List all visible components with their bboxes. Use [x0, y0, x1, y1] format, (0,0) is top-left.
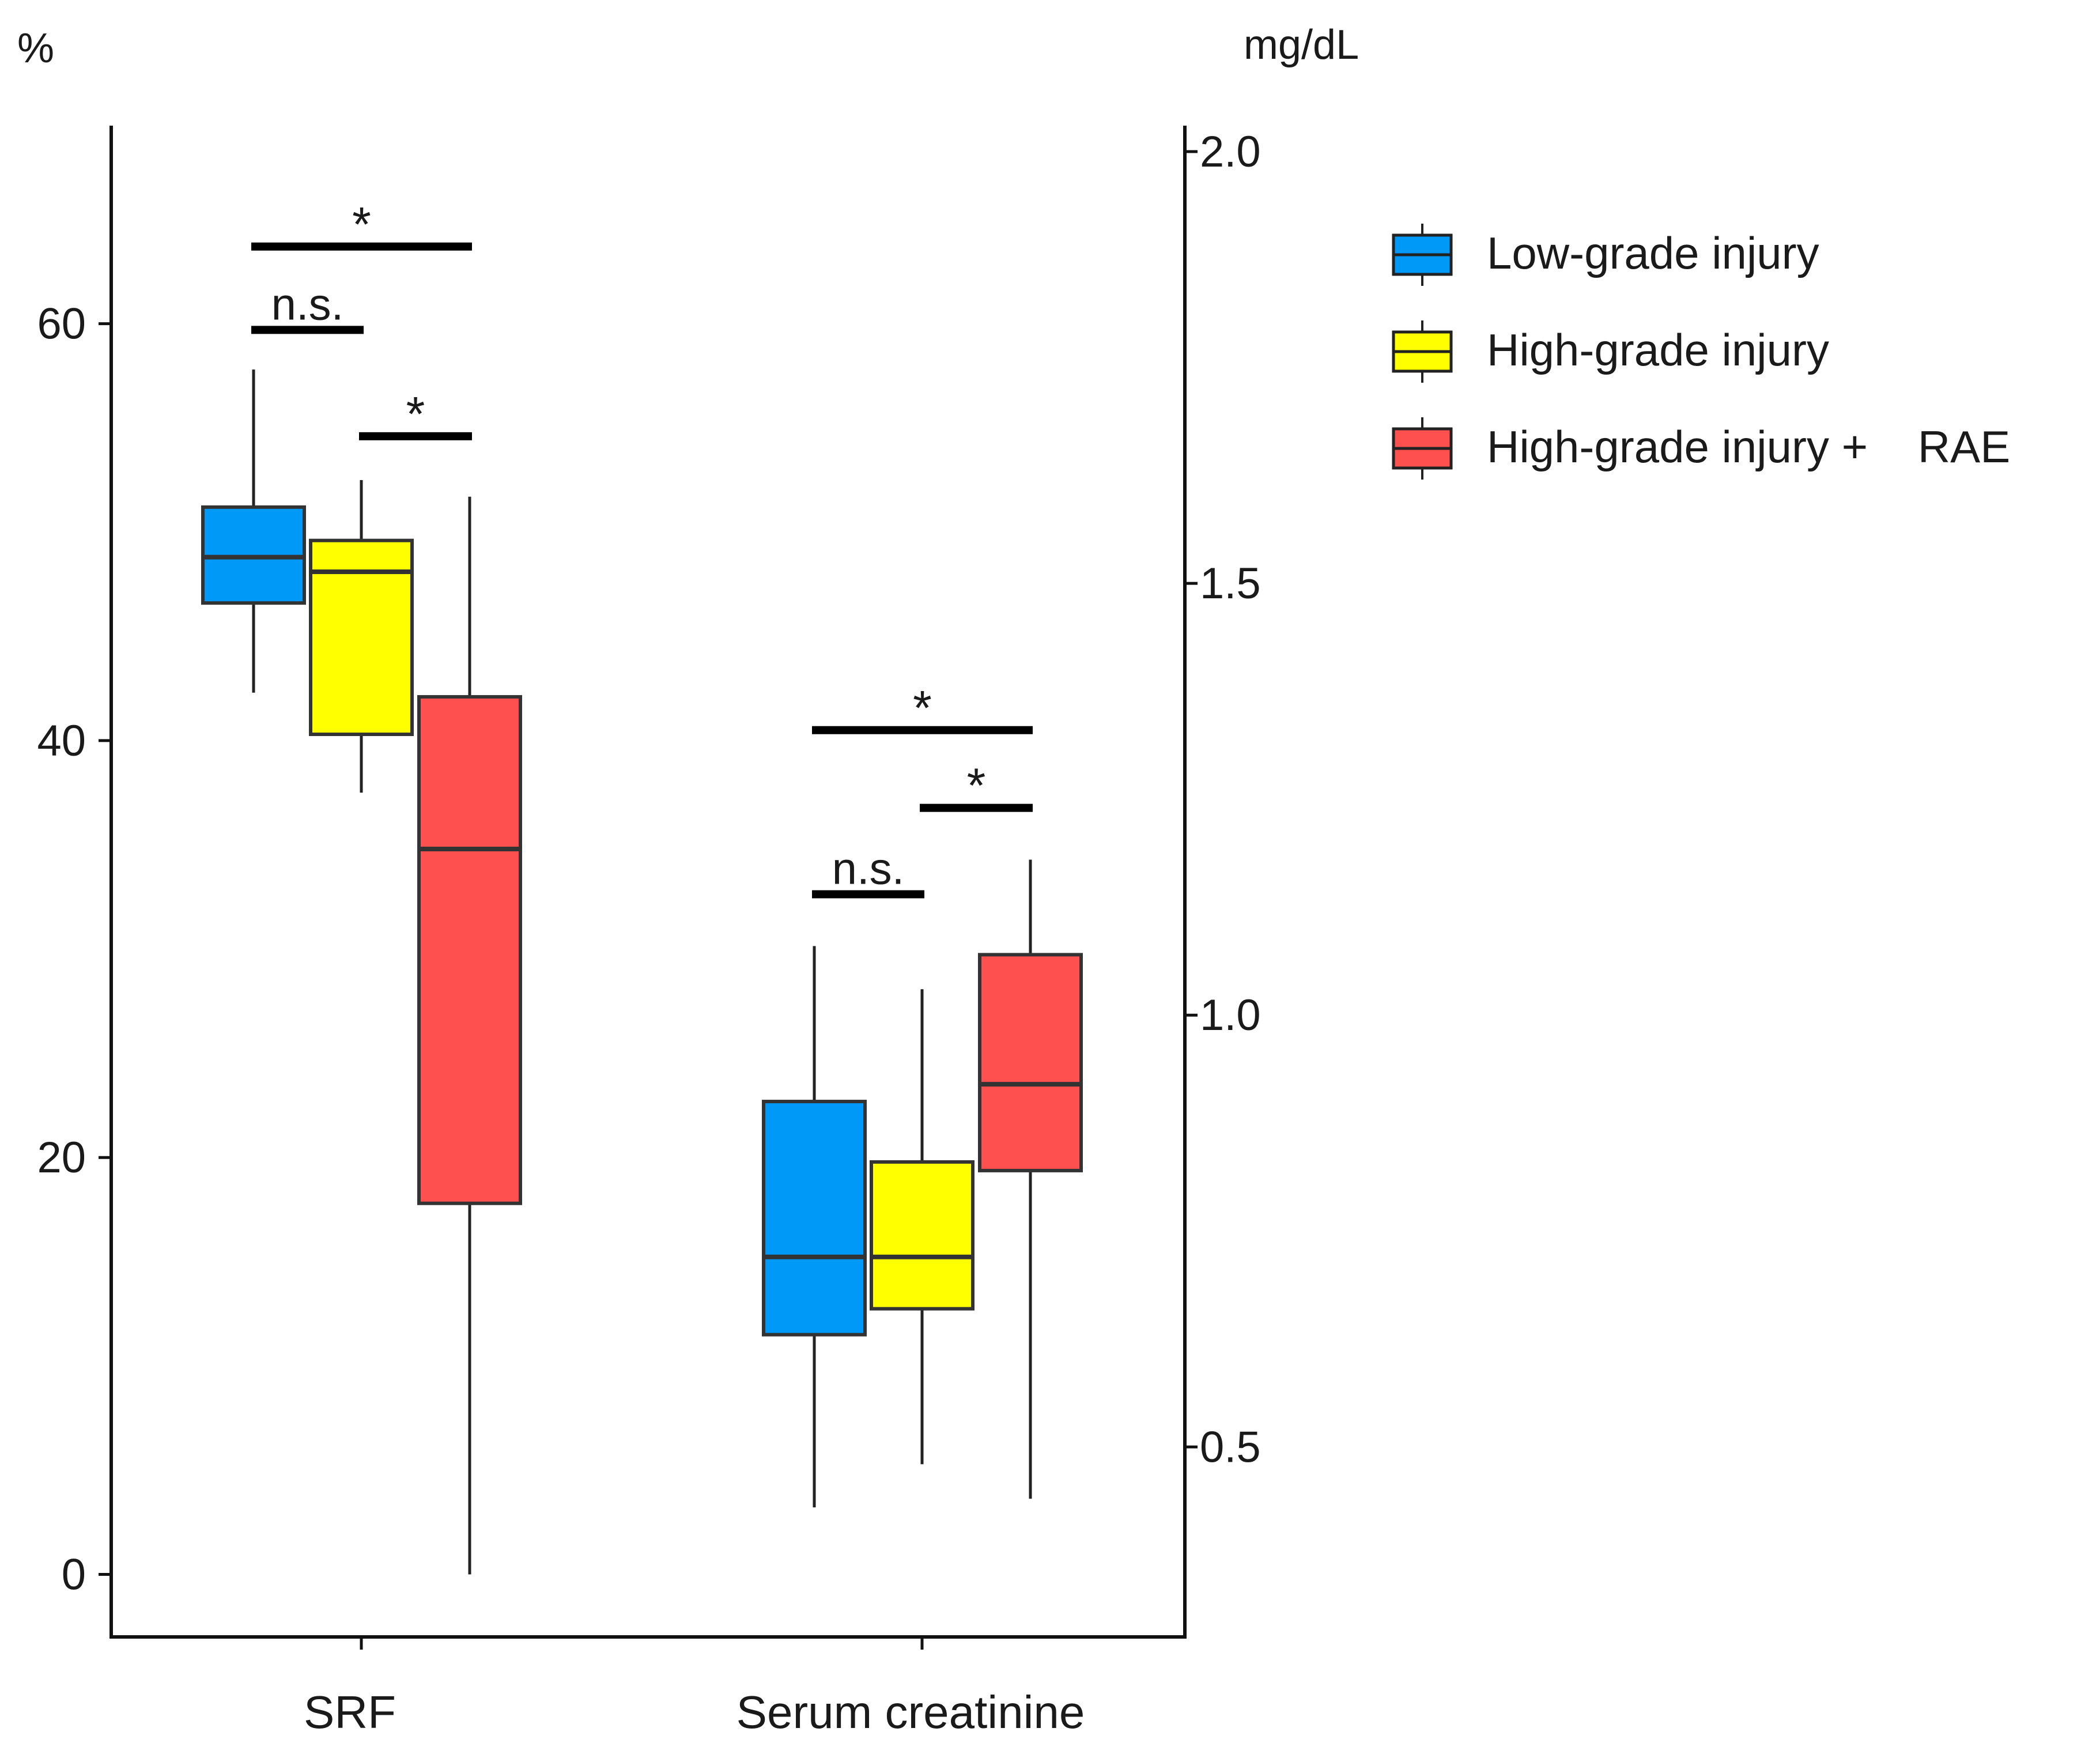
legend-label-high-grade-rae: High-grade injury + RAE — [1487, 421, 2010, 472]
right-axis-ticks: 0.5 1.0 1.5 2.0 — [1185, 127, 1261, 1472]
significance-label: * — [406, 387, 425, 441]
left-tick-label: 40 — [37, 716, 86, 765]
legend-label-high-grade: High-grade injury — [1487, 325, 1829, 375]
significance-brackets: n.s.**n.s.** — [251, 197, 1033, 899]
left-axis-ticks: 0 20 40 60 — [37, 300, 111, 1599]
significance-label: * — [913, 681, 932, 735]
box-srf-1 — [309, 480, 414, 793]
box-iqr — [978, 953, 1083, 1172]
right-tick-label: 1.0 — [1200, 991, 1261, 1040]
legend-item-high-grade-rae: High-grade injury + RAE — [1392, 417, 2010, 480]
box-serum-creatinine-2 — [978, 859, 1083, 1499]
box-iqr — [870, 1160, 975, 1311]
boxes — [201, 369, 1083, 1575]
legend-item-low-grade: Low-grade injury — [1392, 224, 1819, 286]
legend-item-high-grade: High-grade injury — [1392, 320, 1829, 383]
x-axis-ticks: SRF Serum creatinine — [304, 1637, 1085, 1738]
box-srf-2 — [417, 496, 522, 1575]
significance-label: * — [967, 759, 986, 813]
right-tick-label: 0.5 — [1200, 1423, 1261, 1472]
left-axis-unit-label: % — [17, 25, 54, 71]
significance-label: * — [352, 197, 371, 251]
legend: Low-grade injury High-grade injury High-… — [1392, 224, 2010, 480]
right-tick-label: 2.0 — [1200, 127, 1261, 176]
right-axis-unit-label: mg/dL — [1244, 22, 1359, 68]
box-srf-0 — [201, 369, 306, 693]
significance-label: n.s. — [271, 278, 344, 329]
left-tick-label: 60 — [37, 300, 86, 349]
x-category-label: Serum creatinine — [736, 1686, 1085, 1738]
significance-label: n.s. — [832, 843, 905, 893]
x-category-label: SRF — [304, 1686, 396, 1738]
legend-label-low-grade: Low-grade injury — [1487, 228, 1819, 278]
left-tick-label: 0 — [62, 1550, 86, 1599]
box-serum-creatinine-1 — [870, 989, 975, 1465]
right-tick-label: 1.5 — [1200, 559, 1261, 608]
box-iqr — [762, 1100, 867, 1337]
box-serum-creatinine-0 — [762, 946, 867, 1508]
left-tick-label: 20 — [37, 1133, 86, 1182]
box-iqr — [417, 695, 522, 1205]
